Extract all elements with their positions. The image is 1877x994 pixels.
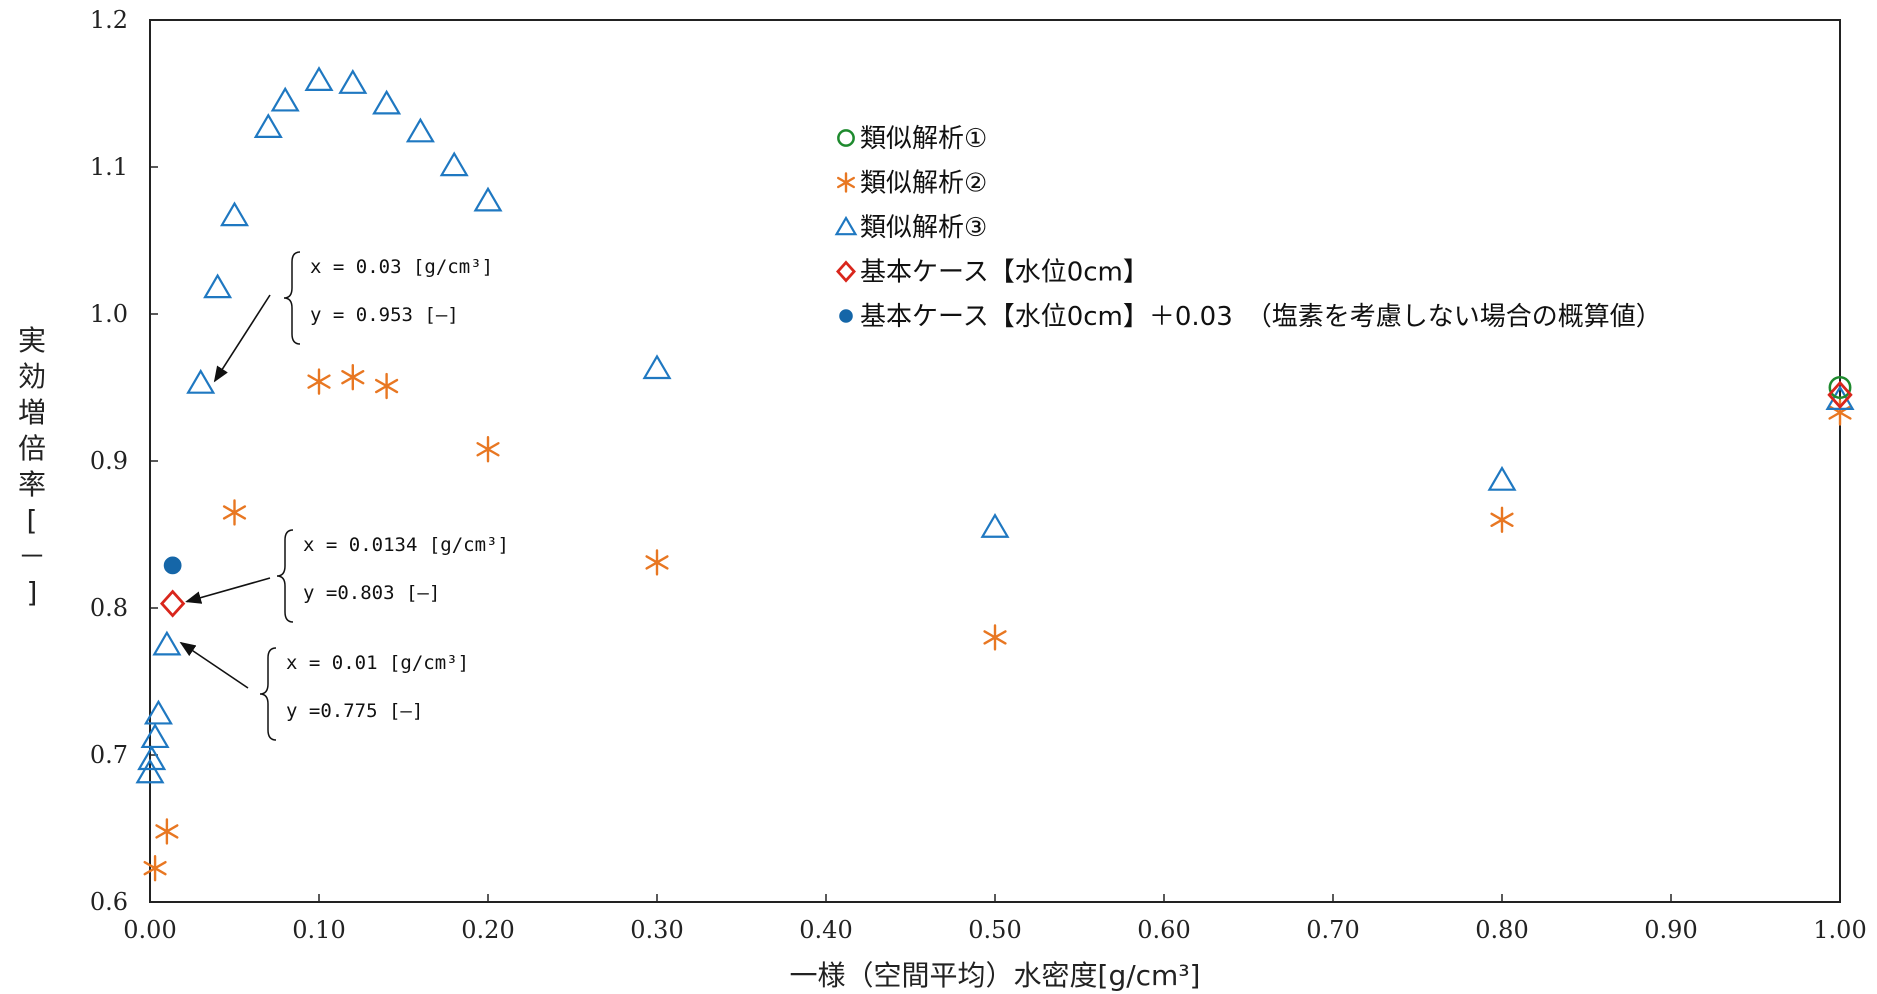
data-point (405, 117, 435, 143)
data-point (219, 201, 250, 227)
x-tick-label: 0.60 (1137, 916, 1190, 944)
legend-marker (834, 215, 858, 236)
data-point (1487, 465, 1517, 491)
data-point (304, 66, 334, 91)
x-tick-label: 0.80 (1475, 916, 1528, 944)
legend-marker (836, 260, 856, 283)
annotation-text: y =0.775 [—] (286, 700, 423, 722)
data-point (186, 368, 216, 394)
x-tick-label: 1.00 (1813, 916, 1866, 944)
data-point (253, 113, 283, 139)
data-point (338, 69, 368, 94)
data-point (473, 186, 503, 212)
x-tick-label: 0.90 (1644, 916, 1697, 944)
data-point (137, 745, 167, 771)
legend-label: 基本ケース【水位0cm】 (860, 258, 1149, 288)
data-point (155, 818, 179, 845)
y-tick-label: 0.6 (90, 888, 128, 916)
x-tick-label: 0.00 (123, 916, 176, 944)
legend-marker (837, 129, 855, 147)
legend-label: 類似解析① (860, 124, 987, 154)
data-point (439, 151, 469, 177)
data-point (222, 499, 247, 526)
data-point (375, 372, 399, 400)
data-point (143, 854, 167, 882)
annotation-brace (283, 251, 301, 345)
annotation-brace (276, 529, 294, 623)
legend-label: 基本ケース【水位0cm】＋0.03 （塩素を考慮しない場合の概算値） (860, 302, 1662, 332)
annotation-arrow (185, 577, 271, 604)
data-point (341, 364, 365, 391)
y-axis-title: 実効増倍率[－] (18, 324, 46, 609)
data-point (203, 273, 233, 299)
x-tick-label: 0.30 (630, 916, 683, 944)
data-point (642, 354, 672, 380)
data-point (163, 556, 182, 575)
legend-marker (837, 172, 855, 193)
annotation-brace (259, 647, 277, 741)
data-point (372, 89, 402, 115)
y-tick-label: 1.2 (90, 6, 128, 34)
annotation-text: x = 0.01 [g/cm³] (286, 652, 469, 674)
legend-label: 類似解析③ (860, 213, 987, 243)
x-tick-label: 0.20 (461, 916, 514, 944)
y-tick-label: 0.7 (90, 741, 128, 769)
annotation-text: y = 0.953 [—] (310, 304, 459, 326)
annotation-arrow (213, 294, 271, 383)
data-point (476, 436, 500, 463)
x-tick-label: 0.70 (1306, 916, 1359, 944)
annotation-text: x = 0.03 [g/cm³] (310, 256, 493, 278)
data-point (1827, 380, 1853, 409)
data-point (152, 630, 182, 656)
data-point (159, 589, 186, 618)
y-tick-label: 1.0 (90, 300, 128, 328)
data-point (135, 758, 165, 784)
data-point (140, 723, 170, 749)
annotation-arrow (179, 641, 249, 689)
x-tick-label: 0.50 (968, 916, 1021, 944)
y-tick-label: 0.9 (90, 447, 128, 475)
y-tick-label: 1.1 (90, 153, 128, 181)
plot-area-frame (149, 19, 1841, 903)
x-axis-title: 一様（空間平均）水密度[g/cm³] (790, 959, 1201, 992)
data-point (1828, 376, 1852, 399)
legend-marker (839, 309, 853, 323)
x-tick-label: 0.10 (292, 916, 345, 944)
data-point (143, 699, 173, 725)
data-point (983, 624, 1007, 651)
data-point (270, 86, 300, 112)
data-point (980, 512, 1010, 538)
data-point (307, 368, 331, 395)
x-tick-label: 0.40 (799, 916, 852, 944)
data-point (645, 549, 669, 576)
data-point (1490, 506, 1514, 533)
annotation-text: y =0.803 [—] (303, 582, 440, 604)
annotation-text: x = 0.0134 [g/cm³] (303, 534, 509, 556)
legend-label: 類似解析② (860, 169, 987, 199)
y-tick-label: 0.8 (90, 594, 128, 622)
data-point (1828, 399, 1852, 426)
